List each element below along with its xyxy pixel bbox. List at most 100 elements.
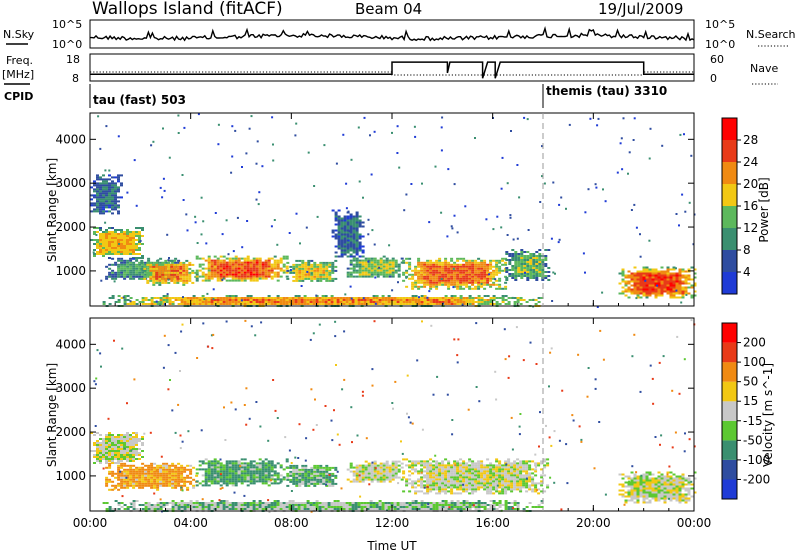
power-cell	[198, 299, 202, 301]
power-cell	[168, 299, 172, 301]
power-cell	[173, 259, 177, 262]
power-cell	[225, 271, 229, 274]
power-cell	[358, 275, 362, 278]
velocity-cell	[301, 476, 305, 479]
power-cell	[149, 273, 153, 276]
power-cell	[108, 210, 111, 213]
colorbar-swatch	[722, 206, 737, 228]
velocity-cell	[408, 470, 412, 473]
velocity-cell	[498, 492, 502, 495]
power-cell	[459, 301, 463, 303]
power-cell	[334, 255, 338, 258]
power-cell	[264, 263, 268, 266]
velocity-cell	[156, 474, 160, 477]
power-cell	[316, 263, 320, 266]
power-cell	[307, 271, 311, 274]
velocity-cell	[355, 472, 359, 475]
power-cell	[324, 299, 328, 301]
velocity-cell	[385, 462, 389, 465]
power-cell	[468, 273, 472, 276]
power-cell	[434, 165, 437, 168]
power-cell	[385, 261, 389, 264]
cpid-label: CPID	[4, 90, 33, 103]
power-cell	[663, 284, 667, 287]
velocity-cell	[201, 474, 205, 477]
power-cell	[126, 231, 129, 233]
velocity-cell	[495, 476, 499, 479]
power-cell	[96, 182, 99, 185]
power-cell	[194, 215, 197, 218]
power-cell	[171, 261, 175, 264]
velocity-cell	[426, 464, 430, 467]
power-cell	[468, 297, 472, 299]
power-cell	[165, 299, 169, 301]
velocity-cell	[429, 464, 433, 467]
colorbar-swatch	[722, 118, 737, 140]
velocity-cell	[468, 458, 472, 461]
power-cell	[343, 229, 347, 232]
power-cell	[228, 275, 232, 278]
power-cell	[322, 271, 326, 274]
power-cell	[100, 279, 103, 282]
power-cell	[252, 261, 256, 264]
velocity-cell	[165, 474, 169, 477]
power-cell	[495, 279, 499, 282]
power-cell	[186, 299, 190, 301]
power-cell	[511, 257, 515, 259]
velocity-cell	[402, 476, 406, 479]
velocity-cell	[198, 482, 202, 485]
velocity-cell	[156, 478, 160, 481]
power-cell	[660, 286, 664, 289]
power-cell	[382, 267, 386, 270]
power-cell	[465, 285, 469, 288]
power-cell	[441, 271, 445, 274]
power-cell	[267, 257, 271, 260]
velocity-cell	[480, 470, 484, 473]
power-cell	[255, 265, 259, 268]
velocity-cell	[501, 488, 505, 491]
power-cell	[624, 288, 628, 291]
velocity-cell	[105, 446, 108, 448]
power-cell	[147, 269, 151, 272]
velocity-cell	[240, 472, 244, 475]
power-cell	[185, 271, 189, 274]
velocity-cell	[270, 470, 274, 473]
power-cell	[292, 271, 296, 274]
power-cell	[543, 182, 546, 185]
power-cell	[361, 225, 365, 228]
velocity-cell	[189, 480, 193, 483]
velocity-cell	[186, 468, 190, 471]
power-cell	[505, 251, 509, 253]
power-cell	[126, 235, 129, 237]
velocity-cell	[474, 478, 478, 481]
power-cell	[120, 196, 123, 199]
power-cell	[444, 277, 448, 280]
power-cell	[159, 303, 163, 305]
power-cell	[108, 251, 111, 253]
power-cell	[447, 261, 451, 264]
velocity-cell	[141, 474, 145, 477]
velocity-cell	[328, 482, 332, 485]
power-cell	[267, 259, 271, 262]
power-cell	[654, 272, 658, 275]
power-cell	[408, 257, 412, 260]
power-cell	[310, 272, 313, 275]
power-cell	[340, 249, 344, 252]
velocity-cell	[237, 460, 241, 463]
power-cell	[102, 194, 105, 197]
power-cell	[204, 273, 208, 276]
power-cell	[684, 276, 688, 279]
power-cell	[227, 253, 230, 256]
power-cell	[663, 282, 667, 285]
velocity-cell	[102, 452, 105, 454]
velocity-cell	[264, 472, 268, 475]
power-cell	[465, 265, 469, 268]
power-cell	[446, 235, 449, 238]
velocity-cell	[207, 474, 211, 477]
power-cell	[207, 255, 211, 258]
power-cell	[426, 269, 430, 272]
power-cell	[310, 275, 314, 278]
velocity-cell	[93, 462, 96, 464]
velocity-cell	[123, 468, 127, 471]
velocity-cell	[213, 458, 217, 461]
